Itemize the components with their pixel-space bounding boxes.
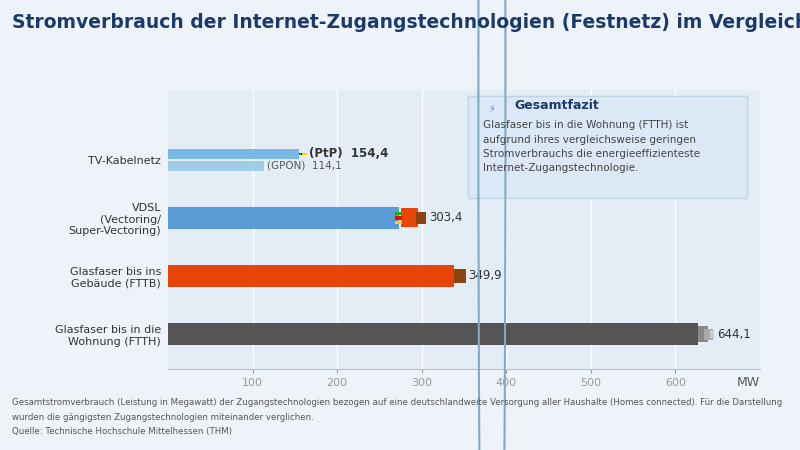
Text: Stromverbrauch der Internet-Zugangstechnologien (Festnetz) im Vergleich: Stromverbrauch der Internet-Zugangstechn… [12,14,800,32]
Bar [416,212,426,224]
Text: ⚡: ⚡ [489,104,495,113]
Bar [168,207,399,229]
Bar [168,149,298,159]
Text: MW: MW [737,376,760,389]
Bar [395,216,402,220]
Bar [168,265,454,287]
Bar [454,270,466,283]
Text: Quelle: Technische Hochschule Mittelhessen (THM): Quelle: Technische Hochschule Mittelhess… [12,427,232,436]
Bar [298,153,303,155]
Text: 303,4: 303,4 [429,212,462,225]
FancyBboxPatch shape [468,96,747,198]
Bar [698,326,708,342]
Bar [710,330,714,338]
Bar [704,328,713,340]
Text: Gesamtfazit: Gesamtfazit [514,99,599,112]
Text: 349,9: 349,9 [468,270,502,283]
Text: Glasfaser bis in die Wohnung (FTTH) ist
aufgrund ihres vergleichsweise geringen
: Glasfaser bis in die Wohnung (FTTH) ist … [483,120,701,173]
Text: (GPON)  114,1: (GPON) 114,1 [267,161,342,171]
Text: (PtP)  154,4: (PtP) 154,4 [309,148,388,161]
Text: 644,1: 644,1 [717,328,750,341]
Bar [395,212,402,215]
Bar [168,161,265,171]
Bar [401,208,418,227]
Bar [301,153,306,155]
Text: wurden die gängigsten Zugangstechnologien miteinander verglichen.: wurden die gängigsten Zugangstechnologie… [12,413,314,422]
Text: Gesamtstromverbrauch (Leistung in Megawatt) der Zugangstechnologien bezogen auf : Gesamtstromverbrauch (Leistung in Megawa… [12,398,782,407]
Bar [395,221,402,224]
Bar [302,153,306,155]
Bar [168,323,698,345]
Bar [300,153,304,155]
